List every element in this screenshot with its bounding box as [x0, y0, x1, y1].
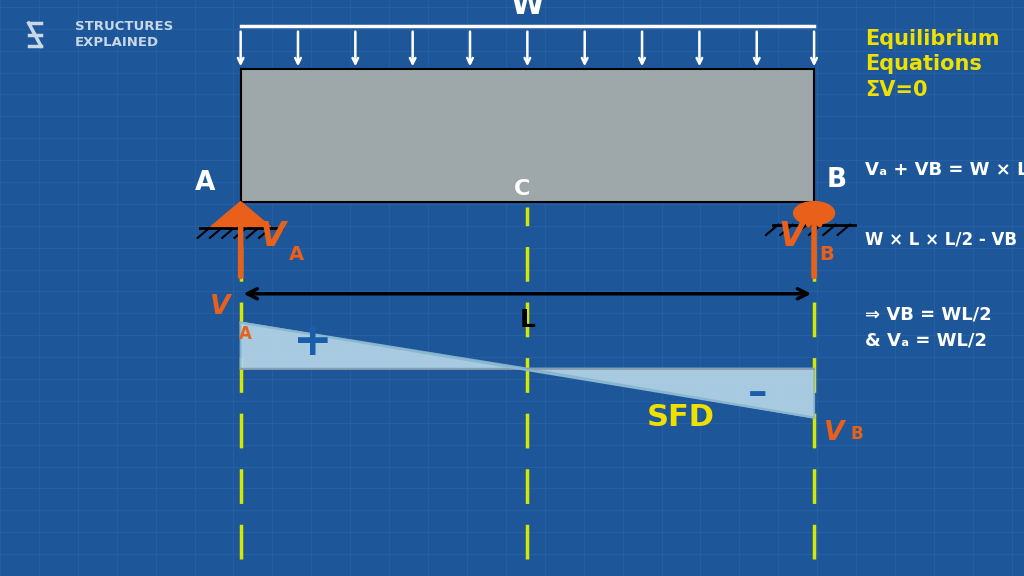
- Text: SFD: SFD: [647, 403, 715, 432]
- Text: –: –: [748, 374, 768, 412]
- Text: V: V: [210, 294, 230, 320]
- Text: Vₐ + VB = W × L: Vₐ + VB = W × L: [865, 161, 1024, 179]
- Text: Equilibrium
Equations
ΣV=0: Equilibrium Equations ΣV=0: [865, 29, 999, 100]
- Polygon shape: [210, 202, 271, 228]
- Text: W × L × L/2 - VB × L = 0: W × L × L/2 - VB × L = 0: [865, 230, 1024, 248]
- Text: A: A: [239, 325, 252, 343]
- Polygon shape: [241, 69, 814, 202]
- Text: B: B: [819, 245, 834, 264]
- Text: V: V: [824, 420, 845, 446]
- Text: V: V: [778, 219, 804, 253]
- Polygon shape: [241, 323, 527, 369]
- Text: A: A: [289, 245, 304, 264]
- Text: A: A: [195, 170, 215, 196]
- Text: W: W: [511, 0, 544, 20]
- Text: C: C: [514, 179, 530, 199]
- Circle shape: [794, 202, 835, 225]
- Text: ⇒ VB = WL/2
& Vₐ = WL/2: ⇒ VB = WL/2 & Vₐ = WL/2: [865, 305, 992, 350]
- Text: V: V: [259, 219, 285, 253]
- Text: L: L: [519, 308, 536, 332]
- Text: B: B: [826, 167, 847, 193]
- Polygon shape: [527, 369, 814, 418]
- Text: B: B: [851, 425, 863, 442]
- Text: +: +: [293, 320, 332, 365]
- Text: STRUCTURES
EXPLAINED: STRUCTURES EXPLAINED: [75, 20, 173, 49]
